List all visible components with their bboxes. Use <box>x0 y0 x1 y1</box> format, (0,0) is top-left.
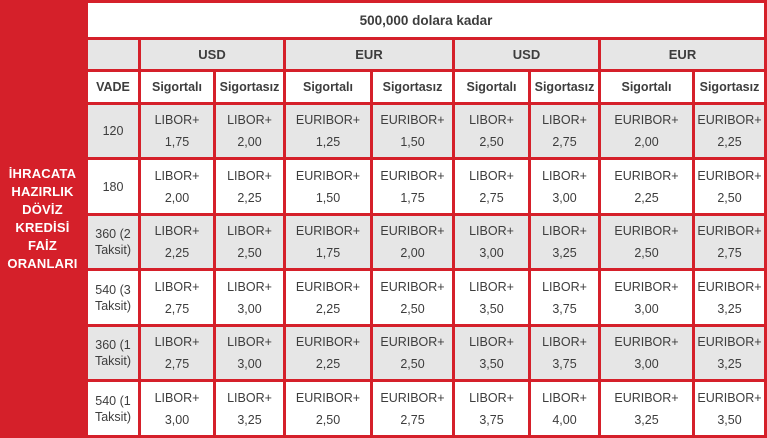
rate-cell: LIBOR+ 3,00 <box>138 379 216 438</box>
rate-cell: EURIBOR+ 3,00 <box>598 268 695 327</box>
sub-header-sigortali-4: Sigortalı <box>598 68 695 105</box>
vade-cell: 360 (2 Taksit) <box>85 212 141 272</box>
rate-cell: LIBOR+ 3,50 <box>452 268 531 327</box>
rate-cell: EURIBOR+ 2,25 <box>283 268 373 327</box>
rate-cell: EURIBOR+ 2,25 <box>598 157 695 216</box>
rate-cell: LIBOR+ 2,00 <box>213 101 286 161</box>
table-row: 360 (1 Taksit) LIBOR+ 2,75 LIBOR+ 3,00 EUR… <box>85 323 767 383</box>
rate-cell: EURIBOR+ 2,50 <box>370 268 455 327</box>
rate-cell: EURIBOR+ 1,50 <box>283 157 373 216</box>
rate-cell: LIBOR+ 3,75 <box>528 268 601 327</box>
vade-header: VADE <box>85 68 141 105</box>
rate-cell: EURIBOR+ 2,75 <box>370 379 455 438</box>
table-row: 360 (2 Taksit) LIBOR+ 2,25 LIBOR+ 2,50 EUR… <box>85 212 767 272</box>
rate-cell: LIBOR+ 3,25 <box>528 212 601 272</box>
rate-cell: LIBOR+ 2,75 <box>138 268 216 327</box>
currency-group-eur-1: EUR <box>283 37 455 72</box>
sidebar: İHRACATA HAZIRLIK DÖVİZ KREDİSİ FAİZ ORA… <box>0 0 85 438</box>
rate-cell: EURIBOR+ 3,25 <box>598 379 695 438</box>
sub-header-sigortali-1: Sigortalı <box>138 68 216 105</box>
rate-cell: LIBOR+ 2,00 <box>138 157 216 216</box>
vade-cell: 120 <box>85 101 141 161</box>
rate-cell: EURIBOR+ 2,00 <box>598 101 695 161</box>
vade-cell: 180 <box>85 157 141 216</box>
rate-cell: LIBOR+ 3,75 <box>452 379 531 438</box>
rate-cell: EURIBOR+ 1,75 <box>370 157 455 216</box>
sub-header-sigortasiz-3: Sigortasız <box>528 68 601 105</box>
rate-cell: EURIBOR+ 2,25 <box>283 323 373 383</box>
rate-cell: EURIBOR+ 3,50 <box>692 379 767 438</box>
currency-group-eur-2: EUR <box>598 37 767 72</box>
rate-cell: EURIBOR+ 2,00 <box>370 212 455 272</box>
vade-cell: 540 (1 Taksit) <box>85 379 141 438</box>
table-row: 120 LIBOR+ 1,75 LIBOR+ 2,00 EURIBOR+ 1,25 E… <box>85 101 767 161</box>
rate-cell: LIBOR+ 3,25 <box>213 379 286 438</box>
rate-cell: LIBOR+ 2,50 <box>452 101 531 161</box>
rates-table: 500,000 dolara kadar USD EUR USD EUR VAD… <box>85 0 767 438</box>
rate-cell: LIBOR+ 2,25 <box>138 212 216 272</box>
sub-header-sigortali-2: Sigortalı <box>283 68 373 105</box>
currency-group-usd-2: USD <box>452 37 601 72</box>
sub-header-row: VADE Sigortalı Sigortasız Sigortalı Sigo… <box>85 68 767 105</box>
sub-header-sigortali-3: Sigortalı <box>452 68 531 105</box>
corner-cell <box>85 37 141 72</box>
sub-header-sigortasiz-4: Sigortasız <box>692 68 767 105</box>
table-row: 180 LIBOR+ 2,00 LIBOR+ 2,25 EURIBOR+ 1,50 E… <box>85 157 767 216</box>
rate-cell: EURIBOR+ 3,25 <box>692 268 767 327</box>
table-row: 540 (1 Taksit) LIBOR+ 3,00 LIBOR+ 3,25 EUR… <box>85 379 767 438</box>
rate-cell: LIBOR+ 2,75 <box>528 101 601 161</box>
rate-cell: EURIBOR+ 2,50 <box>370 323 455 383</box>
sidebar-title: İHRACATA HAZIRLIK DÖVİZ KREDİSİ FAİZ ORA… <box>7 166 78 271</box>
rate-cell: LIBOR+ 3,00 <box>452 212 531 272</box>
rate-cell: LIBOR+ 1,75 <box>138 101 216 161</box>
amount-limit-header: 500,000 dolara kadar <box>85 0 767 41</box>
sub-header-sigortasiz-2: Sigortasız <box>370 68 455 105</box>
rate-cell: EURIBOR+ 2,50 <box>692 157 767 216</box>
table-row: 540 (3 Taksit) LIBOR+ 2,75 LIBOR+ 3,00 EUR… <box>85 268 767 327</box>
vade-cell: 360 (1 Taksit) <box>85 323 141 383</box>
rate-cell: EURIBOR+ 1,25 <box>283 101 373 161</box>
rate-cell: EURIBOR+ 2,50 <box>598 212 695 272</box>
rate-cell: LIBOR+ 3,50 <box>452 323 531 383</box>
rate-cell: LIBOR+ 3,00 <box>528 157 601 216</box>
rate-cell: EURIBOR+ 1,50 <box>370 101 455 161</box>
rate-cell: LIBOR+ 2,75 <box>452 157 531 216</box>
rate-cell: EURIBOR+ 2,25 <box>692 101 767 161</box>
currency-group-row: USD EUR USD EUR <box>85 37 767 72</box>
rate-cell: LIBOR+ 3,00 <box>213 323 286 383</box>
rate-cell: EURIBOR+ 3,25 <box>692 323 767 383</box>
rate-cell: EURIBOR+ 2,75 <box>692 212 767 272</box>
currency-group-usd-1: USD <box>138 37 286 72</box>
rate-cell: LIBOR+ 3,75 <box>528 323 601 383</box>
rate-cell: LIBOR+ 2,75 <box>138 323 216 383</box>
rate-cell: EURIBOR+ 2,50 <box>283 379 373 438</box>
rate-cell: LIBOR+ 4,00 <box>528 379 601 438</box>
rate-cell: LIBOR+ 2,25 <box>213 157 286 216</box>
rate-cell: EURIBOR+ 1,75 <box>283 212 373 272</box>
rate-cell: LIBOR+ 3,00 <box>213 268 286 327</box>
rate-cell: LIBOR+ 2,50 <box>213 212 286 272</box>
rate-cell: EURIBOR+ 3,00 <box>598 323 695 383</box>
vade-cell: 540 (3 Taksit) <box>85 268 141 327</box>
sub-header-sigortasiz-1: Sigortasız <box>213 68 286 105</box>
amount-limit-row: 500,000 dolara kadar <box>85 0 767 41</box>
